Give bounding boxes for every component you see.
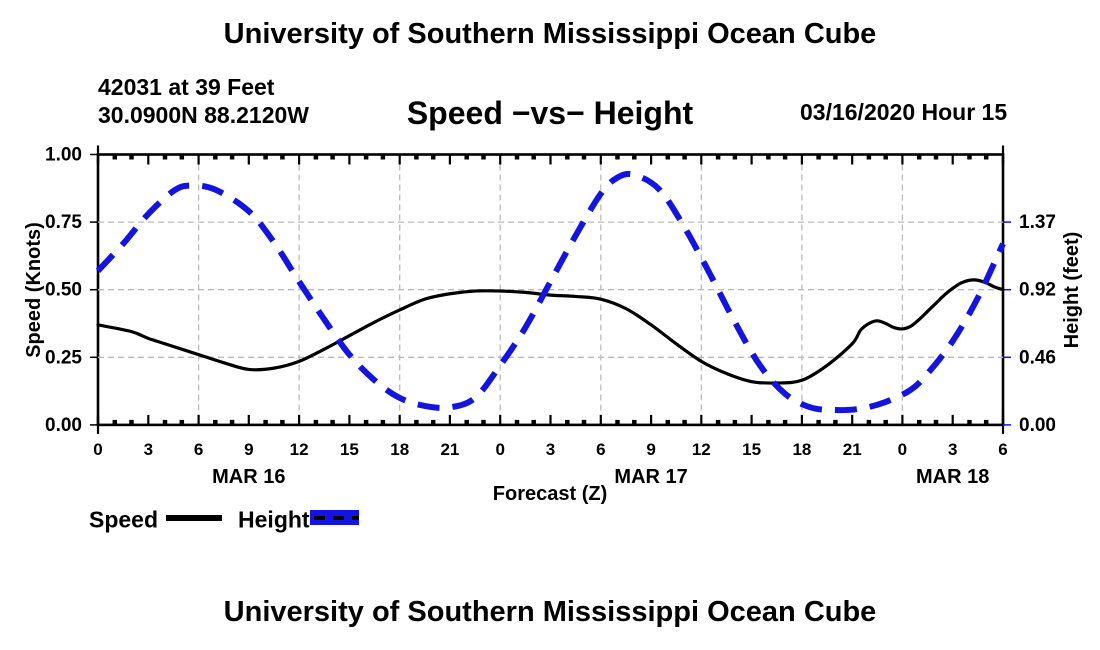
svg-text:0.50: 0.50 bbox=[45, 280, 82, 301]
svg-text:15: 15 bbox=[742, 440, 761, 459]
svg-text:Speed (Knots): Speed (Knots) bbox=[23, 222, 45, 358]
svg-text:15: 15 bbox=[340, 440, 359, 459]
svg-text:18: 18 bbox=[792, 440, 811, 459]
svg-text:0.46: 0.46 bbox=[1019, 347, 1056, 368]
svg-text:0.92: 0.92 bbox=[1019, 280, 1056, 301]
svg-text:MAR 16: MAR 16 bbox=[212, 466, 285, 488]
svg-text:21: 21 bbox=[440, 440, 459, 459]
svg-text:0.75: 0.75 bbox=[45, 212, 82, 233]
svg-text:6: 6 bbox=[998, 440, 1007, 459]
svg-text:MAR 17: MAR 17 bbox=[614, 466, 687, 488]
svg-text:0.00: 0.00 bbox=[1019, 415, 1056, 436]
svg-text:6: 6 bbox=[596, 440, 605, 459]
svg-text:9: 9 bbox=[244, 440, 253, 459]
svg-text:0: 0 bbox=[495, 440, 504, 459]
svg-text:3: 3 bbox=[144, 440, 153, 459]
svg-text:0: 0 bbox=[93, 440, 102, 459]
svg-text:18: 18 bbox=[390, 440, 409, 459]
svg-text:0.25: 0.25 bbox=[45, 347, 82, 368]
svg-text:0.00: 0.00 bbox=[45, 415, 82, 436]
svg-text:3: 3 bbox=[546, 440, 555, 459]
svg-text:1.00: 1.00 bbox=[45, 145, 82, 166]
svg-text:9: 9 bbox=[646, 440, 655, 459]
svg-text:21: 21 bbox=[843, 440, 862, 459]
svg-text:Forecast (Z): Forecast (Z) bbox=[493, 483, 607, 505]
svg-text:12: 12 bbox=[692, 440, 711, 459]
svg-text:6: 6 bbox=[194, 440, 203, 459]
svg-text:3: 3 bbox=[948, 440, 957, 459]
svg-text:MAR 18: MAR 18 bbox=[916, 466, 989, 488]
svg-text:12: 12 bbox=[290, 440, 309, 459]
svg-text:0: 0 bbox=[898, 440, 907, 459]
svg-text:Height (feet): Height (feet) bbox=[1061, 232, 1083, 349]
svg-text:1.37: 1.37 bbox=[1019, 212, 1056, 233]
